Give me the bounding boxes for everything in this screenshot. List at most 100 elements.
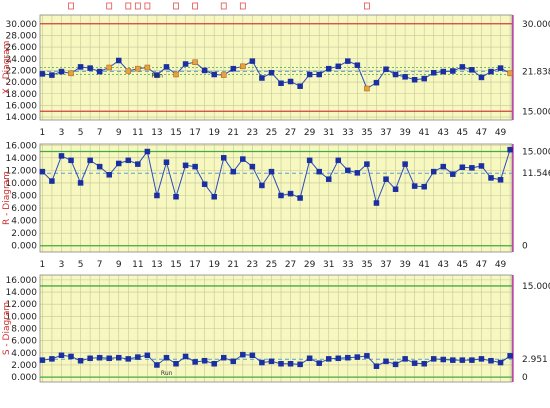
xbar-xtick-label: 21: [228, 128, 239, 138]
xbar-center-label: 21.838: [522, 67, 550, 77]
range-xtick-label: 23: [247, 260, 258, 270]
stddev-data-point: [220, 354, 227, 361]
stddev-data-point: [163, 354, 170, 361]
stddev-ytick-label: 4.000: [11, 349, 37, 359]
stddev-data-point: [49, 356, 55, 362]
stddev-data-point: [259, 359, 265, 366]
xbar-data-point: [115, 57, 122, 64]
xbar-data-point: [39, 71, 46, 77]
xbar-data-point: [478, 74, 485, 81]
stddev-data-point: [469, 357, 475, 363]
range-xtick-label: 11: [132, 260, 143, 270]
xbar-xtick-label: 25: [266, 128, 277, 138]
range-data-point: [220, 155, 227, 161]
range-ytick-label: 16.000: [6, 141, 38, 151]
stddev-axis-label: S - Diagram: [2, 302, 12, 355]
stddev-chart: 0.000 2.000 4.000 6.000 8.000 10.000 12.000 14.…: [2, 274, 550, 383]
stddev-data-point: [154, 362, 160, 368]
stddev-data-point: [96, 354, 103, 361]
range-data-point: [87, 157, 93, 164]
stddev-data-point: [306, 355, 313, 362]
rule-violation-flag: [192, 2, 199, 10]
xbar-xtick-label: 47: [476, 128, 487, 138]
range-xtick-label: 45: [457, 260, 468, 270]
stddev-ytick-label: 10.000: [6, 312, 38, 322]
range-xtick-label: 21: [228, 260, 239, 270]
xbar-data-point: [383, 66, 389, 72]
stddev-data-point: [135, 354, 141, 360]
range-xtick-label: 43: [438, 260, 449, 270]
xbar-data-point: [316, 71, 322, 78]
range-data-point: [497, 177, 504, 183]
range-data-point: [383, 176, 389, 182]
stddev-data-point: [354, 354, 361, 360]
range-data-point: [249, 163, 256, 170]
range-chart: 0.000 2.000 4.000 6.000 8.000 10.000 12.000 14.…: [2, 141, 550, 270]
range-xtick-label: 33: [342, 260, 353, 270]
range-xtick-label: 3: [59, 260, 65, 270]
stddev-data-point: [325, 356, 332, 362]
xbar-data-point: [278, 80, 284, 86]
stddev-data-point: [287, 361, 294, 367]
stddev-data-point: [144, 352, 151, 358]
range-ucl-label: 15.000: [522, 148, 550, 158]
range-data-point: [478, 163, 485, 169]
range-xtick-label: 1: [40, 260, 46, 270]
xbar-xtick-label: 3: [59, 128, 65, 138]
stddev-data-point: [278, 361, 284, 367]
range-data-point: [106, 172, 112, 178]
stddev-data-point: [421, 361, 427, 367]
stddev-data-point: [383, 358, 389, 365]
xbar-xtick-label: 41: [418, 128, 429, 138]
xbar-data-point: [402, 74, 408, 80]
xbar-data-point: [49, 72, 55, 78]
stddev-data-point: [345, 354, 351, 361]
range-xtick-label: 17: [189, 260, 200, 270]
xbar-xtick-label: 37: [380, 128, 391, 138]
range-data-point: [115, 160, 122, 167]
range-ytick-label: 6.000: [11, 204, 37, 214]
stddev-data-point: [87, 355, 93, 362]
stddev-data-point: [115, 354, 122, 361]
xbar-data-point: [335, 63, 342, 70]
range-data-point: [440, 163, 447, 170]
xbar-xtick-label: 39: [399, 128, 411, 138]
stddev-data-point: [240, 351, 246, 358]
xbar-data-point: [87, 65, 93, 71]
range-plot-area: [40, 144, 512, 252]
xbar-xtick-label: 49: [495, 128, 507, 138]
xbar-data-point: [106, 64, 112, 71]
xbar-xtick-label: 15: [170, 128, 181, 138]
stddev-data-point: [182, 353, 189, 360]
xbar-ytick-label: 30.000: [6, 20, 38, 30]
range-data-point: [287, 190, 294, 197]
xbar-data-point: [354, 62, 361, 68]
range-data-point: [421, 183, 427, 190]
stddev-run-annotation: Run: [161, 370, 173, 377]
range-data-point: [230, 168, 237, 175]
xbar-xtick-label: 13: [151, 128, 162, 138]
stddev-data-point: [335, 355, 342, 362]
range-data-point: [96, 163, 103, 170]
rule-violation-flag: [239, 2, 246, 10]
stddev-data-point: [125, 356, 132, 362]
range-data-point: [430, 168, 437, 175]
range-axis-label: R - Diagram: [2, 171, 12, 225]
stddev-data-point: [507, 353, 513, 359]
xbar-data-point: [421, 75, 427, 82]
xbar-data-point: [507, 70, 513, 77]
xbar-data-point: [211, 71, 217, 78]
rule-violation-flag: [144, 2, 151, 10]
xbar-ytick-label: 22.000: [6, 66, 38, 76]
rule-violation-flag: [220, 2, 227, 10]
stddev-data-point: [192, 359, 198, 365]
xbar-data-point: [287, 78, 294, 85]
xbar-xtick-label: 17: [189, 128, 200, 138]
xbar-data-point: [240, 63, 246, 70]
xbar-ytick-label: 26.000: [6, 43, 38, 53]
xbar-xtick-label: 27: [285, 128, 296, 138]
xbar-data-point: [373, 79, 380, 86]
xbar-data-point: [440, 68, 447, 75]
stddev-data-point: [392, 361, 399, 368]
range-xtick-label: 41: [418, 260, 429, 270]
